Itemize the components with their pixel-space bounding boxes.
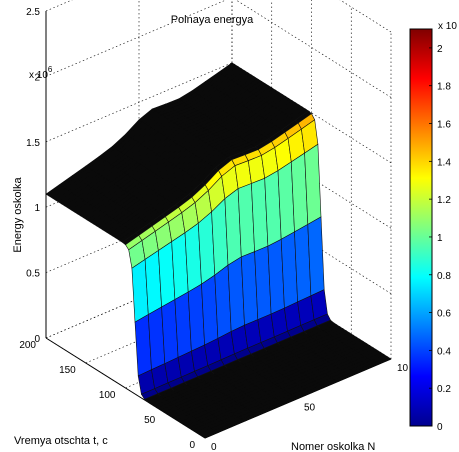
- x-tick-label: 0: [211, 442, 217, 452]
- surface-patch: [304, 143, 322, 225]
- colorbar-tick-label: 1.8: [437, 82, 451, 93]
- x-tick-label: 50: [304, 403, 316, 414]
- y-tick-label: 150: [59, 365, 76, 376]
- z-tick-label: 0.5: [26, 269, 40, 280]
- colorbar-tick-label: 2: [437, 44, 443, 55]
- z-axis-label: Energy oskolka: [12, 177, 24, 253]
- z-exponent-base: x 10: [29, 70, 48, 81]
- z-tick-label: 1: [34, 203, 40, 214]
- colorbar-tick-label: 0.8: [437, 271, 451, 282]
- chart-title: Polnaya energya: [171, 14, 254, 26]
- colorbar-exponent-label: x 10: [438, 21, 457, 32]
- grid-line: [45, 0, 227, 77]
- y-tick-label: 50: [144, 415, 156, 426]
- z-exponent-power: 6: [48, 65, 53, 74]
- y-tick-label: 100: [99, 390, 116, 401]
- colorbar-tick-label: 0.6: [437, 309, 451, 320]
- colorbar: [409, 28, 433, 427]
- y-axis-label: Vremya otschta t, c: [14, 435, 108, 447]
- z-exponent-label: x 106: [29, 65, 53, 81]
- colorbar-tick-label: 0.2: [437, 384, 451, 395]
- z-tick-label: 2: [34, 72, 40, 83]
- x-axis-label: Nomer oskolka N: [291, 441, 375, 452]
- colorbar-ticks: 0 0.2 0.4 0.6 0.8 1 1.2 1.4 1.6 1.8 2: [429, 44, 451, 433]
- surface-patch: [373, 356, 392, 365]
- grid-line: [45, 62, 233, 143]
- colorbar-tick-label: 0.4: [437, 346, 451, 357]
- y-tick-label: 0: [189, 440, 195, 451]
- colorbar-tick-label: 1: [437, 233, 443, 244]
- x-tick-label: 10: [397, 363, 409, 374]
- surface-patch: [307, 216, 325, 297]
- colorbar-tick-label: 1.4: [437, 157, 451, 168]
- surface-mesh: [45, 62, 392, 439]
- colorbar-tick-label: 0: [437, 422, 443, 433]
- colorbar-tick-label: 1.2: [437, 195, 451, 206]
- y-tick-label: 200: [19, 340, 36, 351]
- grid-line: [235, 0, 392, 98]
- z-tick-label: 2.5: [26, 7, 40, 18]
- z-tick-label: 0: [34, 334, 40, 345]
- z-tick-label: 1.5: [26, 138, 40, 149]
- colorbar-tick-label: 1.6: [437, 120, 451, 131]
